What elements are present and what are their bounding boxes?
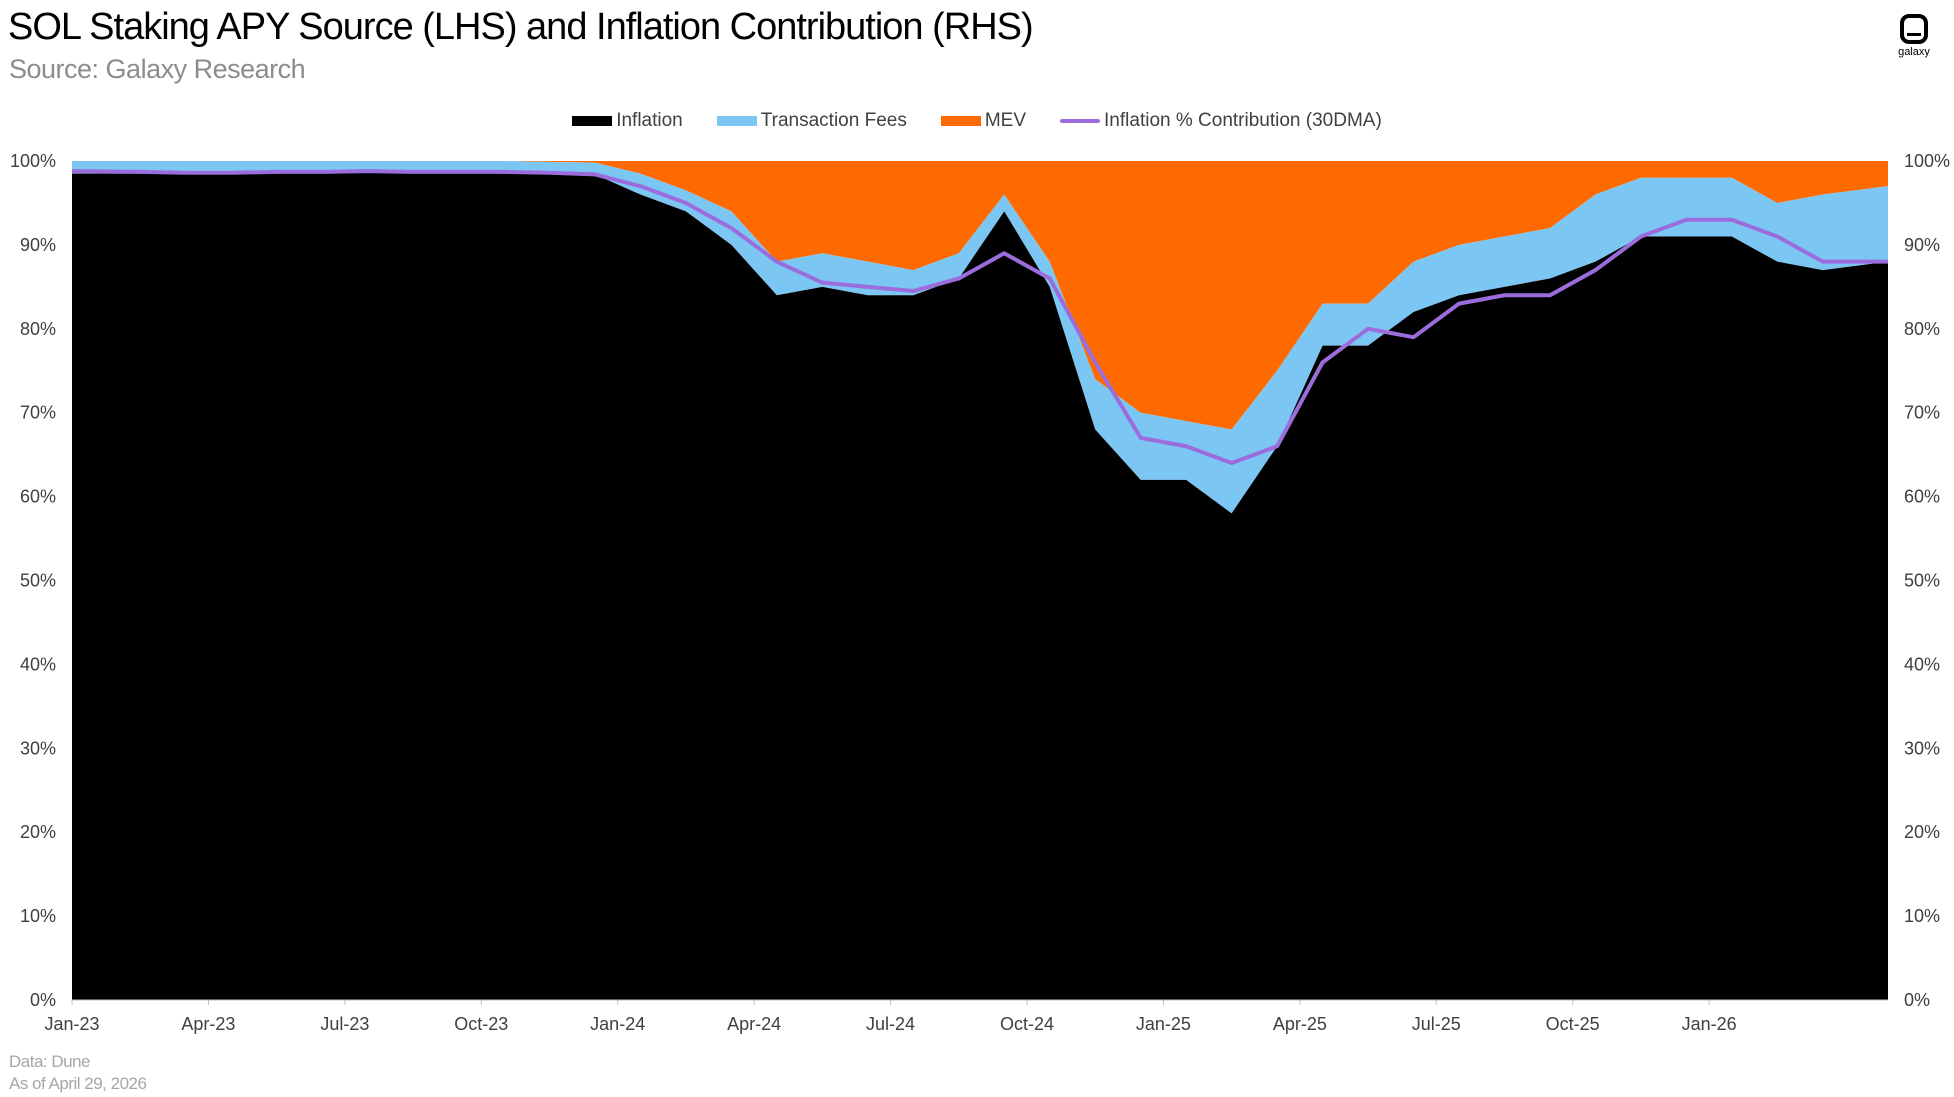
- as-of-note: As of April 29, 2026: [9, 1074, 147, 1093]
- x-tick-label: Oct-23: [454, 1014, 508, 1034]
- line-layer: [71, 169, 1888, 466]
- legend-item-inflation: Inflation: [572, 110, 683, 132]
- legend-item-inflation-contribution: Inflation % Contribution (30DMA): [1060, 110, 1382, 132]
- legend-swatch-transaction-fees: [716, 116, 757, 126]
- y-left-tick-label: 50%: [20, 571, 56, 591]
- x-tick-label: Jul-24: [866, 1014, 915, 1034]
- y-left-tick-label: 100%: [10, 151, 56, 171]
- chart-legend: Inflation Transaction Fees MEV Inflation…: [0, 110, 1954, 132]
- y-right-tick-label: 80%: [1904, 319, 1940, 339]
- x-tick-label: Jul-23: [320, 1014, 369, 1034]
- x-tick-label: Jan-24: [590, 1014, 645, 1034]
- galaxy-logo-text: galaxy: [1898, 46, 1930, 58]
- y-left-tick-label: 40%: [20, 654, 56, 674]
- y-right-tick-label: 30%: [1904, 738, 1940, 758]
- area-layer: [72, 161, 1888, 1001]
- legend-swatch-inflation: [572, 116, 613, 126]
- y-right-tick-label: 60%: [1904, 487, 1940, 507]
- y-left-tick-label: 10%: [20, 906, 56, 926]
- y-left-tick-label: 0%: [30, 990, 56, 1010]
- legend-label-mev: MEV: [984, 110, 1027, 131]
- x-tick-label: Jan-25: [1136, 1014, 1191, 1034]
- area-transaction-fees: [72, 161, 1888, 514]
- area-inflation: [72, 171, 1888, 1001]
- y-left-tick-label: 90%: [20, 235, 56, 255]
- x-tick-label: Jul-25: [1412, 1014, 1461, 1034]
- y-left-tick-label: 60%: [20, 487, 56, 507]
- x-tick-label: Apr-23: [181, 1014, 235, 1034]
- area-mev: [72, 161, 1888, 430]
- y-right-tick-label: 0%: [1904, 990, 1930, 1010]
- y-right-tick-label: 90%: [1904, 235, 1940, 255]
- y-right-tick-label: 20%: [1904, 822, 1940, 842]
- legend-swatch-inflation-contribution: [1060, 119, 1101, 123]
- y-right-tick-label: 10%: [1904, 906, 1940, 926]
- y-right-tick-label: 50%: [1904, 571, 1940, 591]
- x-tick-label: Oct-24: [1000, 1014, 1054, 1034]
- line-inflation-contribution: [71, 169, 1888, 466]
- y-right-tick-label: 100%: [1904, 151, 1950, 171]
- y-left-tick-label: 80%: [20, 319, 56, 339]
- galaxy-logo: galaxy: [1884, 14, 1944, 58]
- x-tick-label: Apr-24: [727, 1014, 781, 1034]
- y-left-tick-label: 30%: [20, 738, 56, 758]
- x-tick-label: Oct-25: [1546, 1014, 1600, 1034]
- legend-label-inflation: Inflation: [616, 110, 683, 131]
- galaxy-logo-icon: [1900, 14, 1928, 44]
- y-right-tick-label: 40%: [1904, 654, 1940, 674]
- y-left-tick-label: 70%: [20, 403, 56, 423]
- data-source-note: Data: Dune: [9, 1052, 91, 1071]
- legend-item-mev: MEV: [940, 110, 1027, 132]
- legend-swatch-mev: [940, 116, 981, 126]
- y-right-tick-label: 70%: [1904, 403, 1940, 423]
- chart-title: SOL Staking APY Source (LHS) and Inflati…: [8, 6, 1034, 48]
- legend-label-transaction-fees: Transaction Fees: [760, 110, 907, 131]
- x-tick-label: Jan-23: [44, 1014, 99, 1034]
- legend-item-transaction-fees: Transaction Fees: [716, 110, 907, 132]
- legend-label-inflation-contribution: Inflation % Contribution (30DMA): [1104, 110, 1382, 131]
- x-tick-label: Apr-25: [1273, 1014, 1327, 1034]
- x-tick-label: Jan-26: [1682, 1014, 1737, 1034]
- chart-subtitle: Source: Galaxy Research: [9, 54, 306, 84]
- axis-layer: 0% 10% 20% 30% 40% 50% 60% 70% 80% 90% 100% 0% 10% 20…: [10, 151, 1950, 1034]
- y-left-tick-label: 20%: [20, 822, 56, 842]
